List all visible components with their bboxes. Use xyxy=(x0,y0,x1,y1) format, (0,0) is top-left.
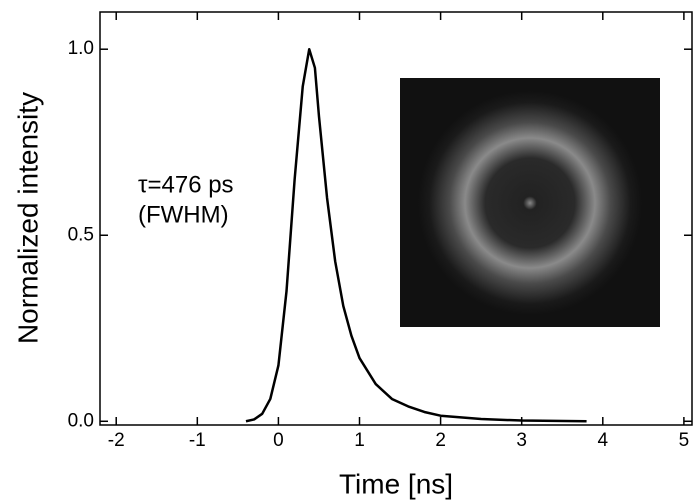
x-tick-label: 5 xyxy=(679,430,690,451)
x-tick-label: 1 xyxy=(354,430,365,451)
x-axis-title: Time [ns] xyxy=(339,468,453,499)
annotation: τ=476 ps xyxy=(138,171,234,198)
x-tick-label: 0 xyxy=(273,430,284,451)
y-tick-label: 0.0 xyxy=(68,410,94,431)
plot-frame xyxy=(99,11,693,426)
y-axis-title: Normalized intensity xyxy=(12,92,43,344)
y-tick-label: 1.0 xyxy=(68,38,94,59)
data-line xyxy=(245,47,587,423)
x-tick-label: -1 xyxy=(189,430,206,451)
annotation: (FWHM) xyxy=(138,201,229,228)
inset-ring xyxy=(418,91,642,315)
x-tick-label: 4 xyxy=(598,430,609,451)
y-tick-label: 0.5 xyxy=(68,224,94,245)
x-tick-label: 2 xyxy=(435,430,446,451)
x-tick-label: -2 xyxy=(108,430,125,451)
x-tick-label: 3 xyxy=(516,430,527,451)
